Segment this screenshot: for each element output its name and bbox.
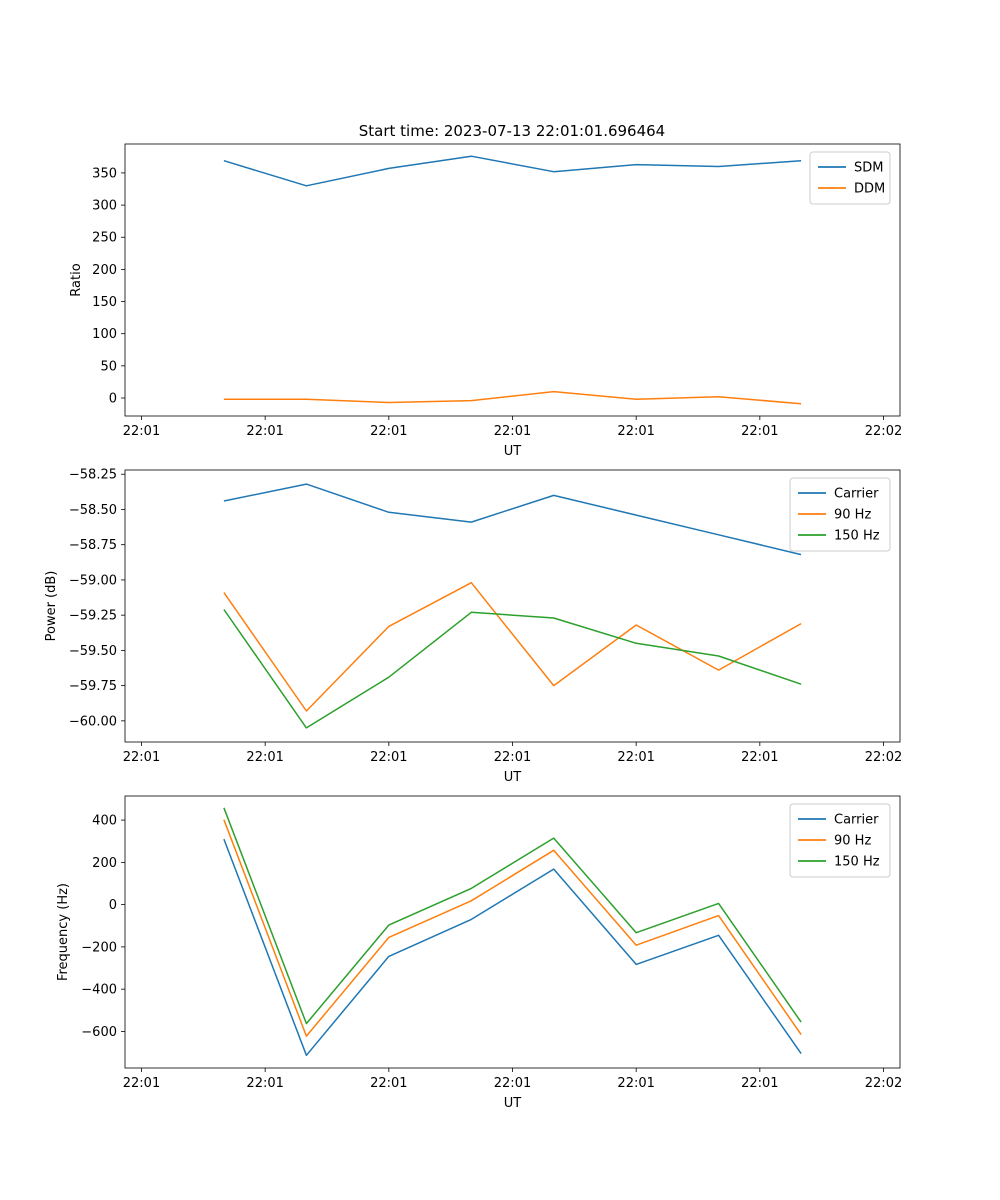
- legend-label: SDM: [854, 161, 883, 176]
- x-tick-label: 22:01: [370, 424, 407, 439]
- series-line-carrier: [223, 483, 802, 556]
- x-tick-label: 22:01: [741, 1076, 778, 1091]
- legend-label: 150 Hz: [834, 855, 880, 870]
- y-tick-label: 200: [92, 856, 117, 871]
- y-tick-label: 0: [109, 391, 117, 406]
- legend-label: Carrier: [834, 487, 879, 502]
- y-axis-label: Ratio: [69, 263, 84, 296]
- series-line-150-hz: [223, 807, 802, 1025]
- x-tick-label: 22:01: [617, 424, 654, 439]
- y-tick-label: 300: [92, 199, 117, 214]
- y-tick-label: −200: [81, 940, 117, 955]
- y-tick-label: 100: [92, 327, 117, 342]
- y-tick-label: −59.75: [69, 679, 117, 694]
- legend: Carrier 90 Hz 150 Hz: [789, 803, 891, 878]
- x-tick-label: 22:01: [246, 750, 283, 765]
- x-axis-label: UT: [504, 1096, 522, 1111]
- x-tick-label: 22:01: [123, 750, 160, 765]
- series-line-90-hz: [223, 819, 802, 1037]
- x-tick-label: 22:01: [370, 750, 407, 765]
- y-axis-label: Power (dB): [44, 571, 59, 642]
- legend-label: 90 Hz: [834, 834, 871, 849]
- y-tick-label: −60.00: [69, 714, 117, 729]
- chart-1: 22:01 22:01 22:01 22:01 22:01 22:01 22:02 0 50 10…: [69, 143, 902, 459]
- x-tick-label: 22:02: [865, 1076, 902, 1091]
- legend-box: [809, 151, 891, 205]
- series-line-90-hz: [223, 581, 802, 712]
- legend-label: 90 Hz: [834, 508, 871, 523]
- series-line-carrier: [223, 838, 802, 1057]
- y-tick-label: 400: [92, 814, 117, 829]
- y-tick-label: −58.75: [69, 538, 117, 553]
- y-tick-label: 0: [109, 898, 117, 913]
- legend: Carrier 90 Hz 150 Hz: [789, 477, 891, 552]
- x-tick-label: 22:01: [370, 1076, 407, 1091]
- x-tick-label: 22:02: [865, 424, 902, 439]
- x-tick-label: 22:01: [494, 424, 531, 439]
- x-tick-label: 22:01: [123, 1076, 160, 1091]
- legend: SDM DDM: [809, 151, 891, 205]
- x-tick-label: 22:01: [246, 424, 283, 439]
- y-tick-label: 200: [92, 263, 117, 278]
- y-tick-label: −59.25: [69, 609, 117, 624]
- x-tick-label: 22:01: [494, 1076, 531, 1091]
- x-tick-label: 22:01: [741, 424, 778, 439]
- y-tick-label: 350: [92, 166, 117, 181]
- x-tick-label: 22:01: [123, 424, 160, 439]
- y-tick-label: −59.50: [69, 644, 117, 659]
- x-tick-label: 22:01: [494, 750, 531, 765]
- y-tick-label: −600: [81, 1025, 117, 1040]
- series-line-sdm: [223, 155, 802, 187]
- x-axis-label: UT: [504, 770, 522, 785]
- y-tick-label: −58.50: [69, 503, 117, 518]
- x-tick-label: 22:01: [617, 750, 654, 765]
- legend-label: Carrier: [834, 813, 879, 828]
- y-tick-label: 50: [100, 359, 117, 374]
- series-line-150-hz: [223, 609, 802, 729]
- charts: 22:01 22:01 22:01 22:01 22:01 22:01 22:02 0 50 10…: [44, 143, 902, 1111]
- chart-2: 22:01 22:01 22:01 22:01 22:01 22:01 22:02 −60.0…: [44, 468, 902, 785]
- series-line-ddm: [223, 390, 802, 405]
- x-tick-label: 22:01: [617, 1076, 654, 1091]
- y-tick-label: −58.25: [69, 468, 117, 483]
- y-tick-label: 150: [92, 295, 117, 310]
- y-tick-label: 250: [92, 231, 117, 246]
- y-axis-label: Frequency (Hz): [56, 883, 71, 981]
- x-tick-label: 22:01: [741, 750, 778, 765]
- y-tick-label: −400: [81, 983, 117, 998]
- legend-box: [789, 477, 891, 552]
- x-axis-label: UT: [504, 444, 522, 459]
- legend-box: [789, 803, 891, 878]
- y-tick-label: −59.00: [69, 573, 117, 588]
- figure-title: Start time: 2023-07-13 22:01:01.696464: [359, 122, 665, 140]
- chart-3: 22:01 22:01 22:01 22:01 22:01 22:01 22:02 −600 −…: [56, 795, 902, 1111]
- legend-label: 150 Hz: [834, 529, 880, 544]
- legend-label: DDM: [854, 182, 885, 197]
- x-tick-label: 22:02: [865, 750, 902, 765]
- x-tick-label: 22:01: [246, 1076, 283, 1091]
